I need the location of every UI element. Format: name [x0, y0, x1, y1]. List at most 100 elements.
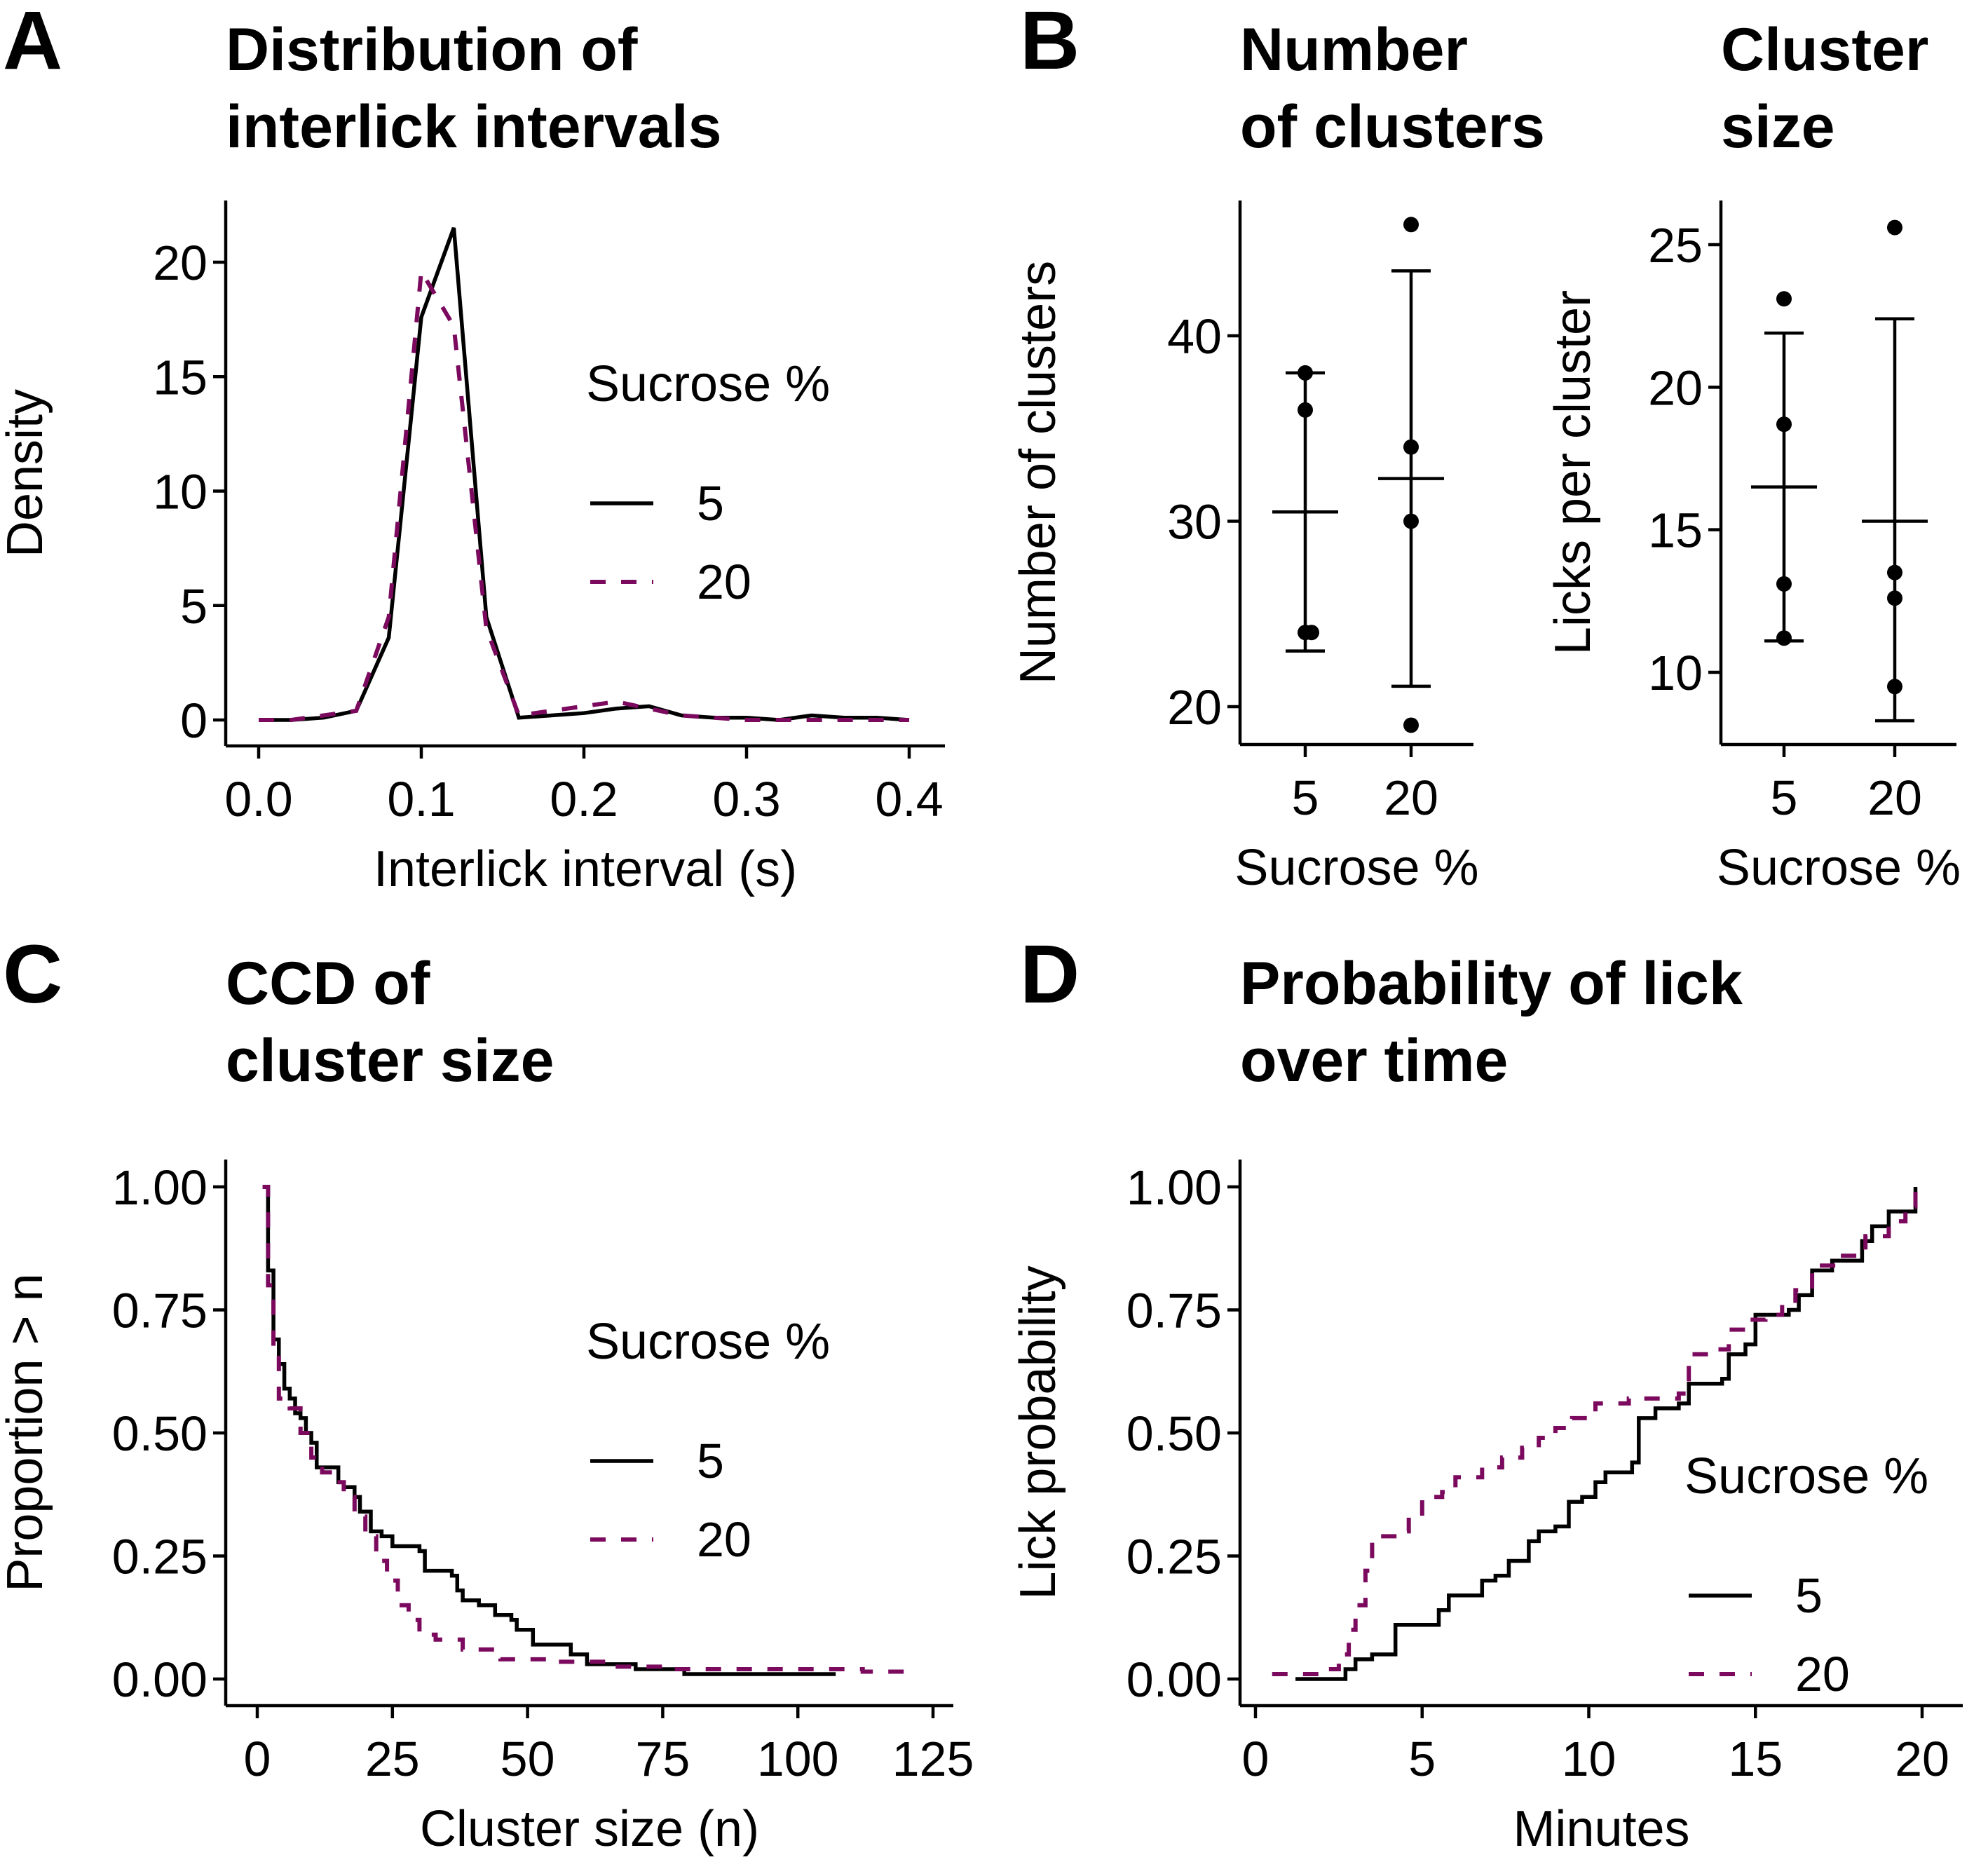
legend-title: Sucrose %	[586, 356, 830, 412]
data-point	[1887, 679, 1902, 695]
legend-label-20: 20	[697, 555, 751, 609]
y-tick-label: 25	[1648, 218, 1703, 273]
x-tick-label: 0.4	[875, 772, 943, 827]
y-tick-label: 5	[180, 579, 207, 634]
y-tick-label: 40	[1167, 309, 1222, 364]
panel-a-title-line2: interlick intervals	[226, 93, 721, 161]
x-tick-label: 5	[1292, 770, 1319, 825]
panel-d-plot-area: 0.000.250.500.751.000 5 10 15 20MinutesLick …	[1010, 1160, 1963, 1857]
x-axis-title: Sucrose %	[1717, 840, 1961, 896]
data-point	[1887, 564, 1902, 580]
panel-b-cluster-size: Cluster size 10 15 20 25 5 20 Sucrose % Licks p…	[1545, 16, 1961, 896]
y-tick-label: 0.00	[112, 1652, 207, 1707]
x-axis-title: Interlick interval (s)	[374, 841, 797, 897]
x-tick-label: 20	[1867, 770, 1922, 825]
data-point	[1403, 513, 1419, 529]
legend-label-5: 5	[1795, 1568, 1823, 1623]
y-tick-label: 0.25	[112, 1530, 207, 1584]
series-line-5	[259, 227, 910, 722]
x-tick-label: 0	[244, 1732, 271, 1786]
x-tick-label: 0.2	[550, 772, 618, 827]
panel-letter-d: D	[1020, 928, 1080, 1021]
y-tick-label: 0.75	[1126, 1284, 1222, 1338]
panel-d-title-line2: over time	[1240, 1027, 1508, 1094]
data-point	[1887, 590, 1902, 606]
x-axis-title: Minutes	[1513, 1801, 1689, 1857]
series-step-5	[262, 1185, 836, 1676]
x-tick-label: 75	[635, 1732, 690, 1786]
panel-c-title-line1: CCD of	[226, 950, 430, 1017]
y-tick-label: 10	[153, 465, 207, 519]
x-axis-title: Sucrose %	[1234, 840, 1478, 896]
panel-b1-plot-area: 20 30 40 5 20 Sucrose % Number of clusters	[1010, 201, 1479, 896]
panel-c-plot-area: 0.00 0.25 0.50 0.75 1.00 0 25 50 75 100 125 Cluster…	[0, 1160, 974, 1857]
x-tick-label: 5	[1408, 1732, 1436, 1786]
y-tick-label: 0.50	[112, 1406, 207, 1461]
panel-a-title-line1: Distribution of	[226, 16, 638, 83]
y-axis-title: Lick probability	[1010, 1265, 1066, 1599]
legend-title: Sucrose %	[586, 1314, 830, 1370]
x-tick-label: 20	[1895, 1732, 1949, 1786]
y-tick-label: 0.75	[112, 1284, 207, 1338]
panel-letter-a: A	[3, 0, 62, 87]
series-step-20	[1272, 1192, 1918, 1676]
data-point	[1776, 416, 1792, 433]
panel-c-ccd-cluster-size: C CCD of cluster size 0.00 0.25 0.50 0.75 1.…	[0, 928, 974, 1857]
panel-c-title-line2: cluster size	[226, 1027, 554, 1094]
x-tick-label: 0.3	[712, 772, 780, 827]
y-tick-label: 0	[180, 693, 207, 748]
panel-b2-title-line1: Cluster	[1721, 16, 1928, 83]
x-tick-label: 20	[1384, 770, 1438, 825]
data-point	[1403, 217, 1419, 233]
data-point	[1304, 625, 1319, 641]
panel-d-title-line1: Probability of lick	[1240, 950, 1743, 1017]
y-tick-label: 15	[1648, 503, 1703, 558]
y-axis-title: Number of clusters	[1010, 261, 1066, 684]
panel-a-plot-area: 0 5 10 15 20 0.0 0.1 0.2 0.3 0.4 Interlick interva…	[0, 201, 945, 897]
x-axis-title: Cluster size (n)	[420, 1801, 759, 1857]
y-axis-title: Licks per cluster	[1545, 290, 1601, 655]
panel-b1-title-line1: Number	[1240, 16, 1468, 83]
y-tick-label: 0.50	[1126, 1406, 1222, 1461]
panel-b2-plot-area: 10 15 20 25 5 20 Sucrose % Licks per cluster	[1545, 201, 1961, 896]
panel-letter-c: C	[3, 928, 62, 1021]
y-tick-label: 10	[1648, 646, 1703, 700]
x-tick-label: 5	[1771, 770, 1798, 825]
y-tick-label: 15	[153, 350, 207, 405]
y-axis-title: Proportion > n	[0, 1273, 53, 1591]
panel-a-interlick-distribution: A Distribution of interlick intervals 0 5…	[0, 0, 945, 897]
legend-label-20: 20	[1795, 1647, 1850, 1701]
x-tick-label: 15	[1728, 1732, 1783, 1786]
data-point	[1776, 576, 1792, 592]
y-tick-label: 20	[153, 236, 207, 290]
data-point	[1298, 365, 1313, 381]
panel-d-lick-probability: D Probability of lick over time 0.00 0.25…	[1010, 928, 1963, 1857]
y-tick-label: 20	[1648, 360, 1703, 415]
y-tick-label: 0.00	[1126, 1652, 1222, 1707]
x-tick-label: 50	[501, 1732, 555, 1786]
x-tick-label: 125	[892, 1732, 974, 1786]
x-tick-label: 0.1	[387, 772, 455, 827]
y-tick-label: 20	[1167, 680, 1222, 735]
legend-label-5: 5	[697, 1434, 724, 1488]
y-tick-label: 30	[1167, 495, 1222, 550]
data-point	[1887, 219, 1902, 236]
panel-b1-title-line2: of clusters	[1240, 93, 1545, 161]
data-point	[1776, 630, 1792, 646]
y-axis-title: Density	[0, 389, 53, 557]
panel-b2-title-line2: size	[1721, 93, 1835, 161]
x-tick-label: 0	[1242, 1732, 1269, 1786]
series-line-20	[259, 264, 909, 722]
legend-label-20: 20	[697, 1512, 751, 1567]
legend-label-5: 5	[697, 476, 724, 531]
x-tick-label: 100	[757, 1732, 839, 1786]
legend-title: Sucrose %	[1684, 1448, 1928, 1504]
data-point	[1776, 291, 1792, 307]
x-tick-label: 0.0	[224, 772, 292, 827]
x-tick-label: 25	[365, 1732, 420, 1786]
y-tick-label: 0.25	[1126, 1530, 1222, 1584]
data-point	[1403, 439, 1419, 455]
x-tick-label: 10	[1562, 1732, 1616, 1786]
panel-b-number-of-clusters: B Number of clusters 20 30 40 5 20 Sucrose % N…	[1010, 0, 1545, 896]
